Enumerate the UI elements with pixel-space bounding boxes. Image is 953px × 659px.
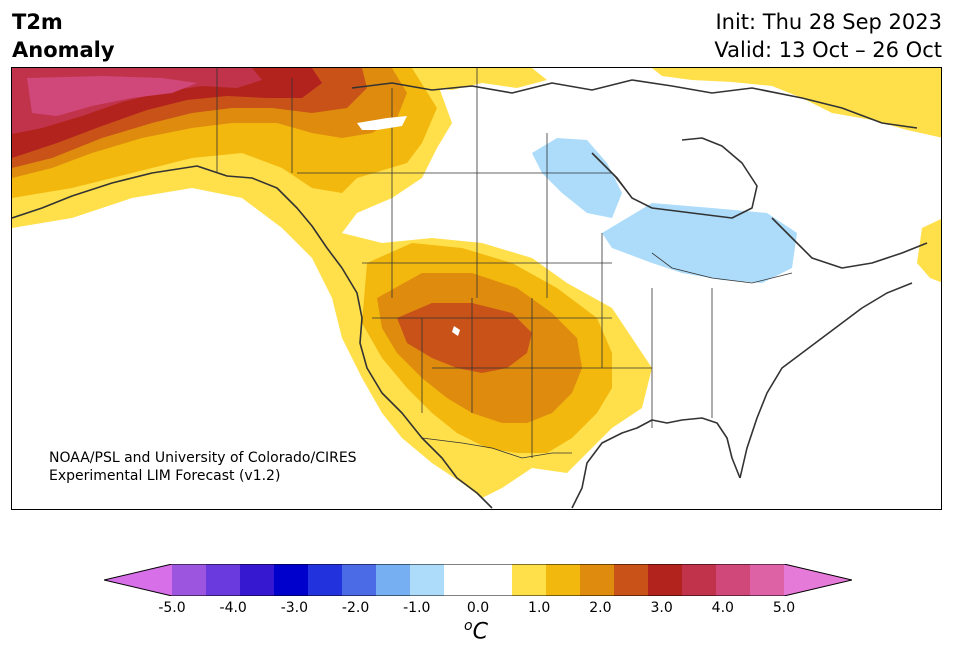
colorbar-unit: oC: [464, 618, 488, 644]
colorbar-segment: [716, 564, 751, 596]
colorbar-segment: [648, 564, 683, 596]
coast-labrador: [771, 217, 928, 269]
colorbar-tick-label: -3.0: [280, 600, 309, 616]
colorbar-under-triangle: [104, 564, 172, 596]
border-state-lines-1: [391, 173, 603, 368]
colorbar-over-triangle: [784, 564, 852, 596]
valid-date: Valid: 13 Oct – 26 Oct: [714, 38, 942, 62]
colorbar-segment: [308, 564, 343, 596]
anomaly-region-light-blue-1: [532, 138, 622, 218]
great-slave-lake: [357, 116, 407, 130]
colorbar-tick-label: 5.0: [772, 600, 796, 616]
colorbar-segment: [614, 564, 649, 596]
colorbar-segment: [546, 564, 581, 596]
colorbar-tick-label: -4.0: [219, 600, 247, 616]
credit-line-2: Experimental LIM Forecast (v1.2): [49, 468, 281, 484]
colorbar-segment: [172, 564, 207, 596]
colorbar-tick-label: 3.0: [650, 600, 673, 616]
coast-east: [739, 282, 913, 479]
anomaly-region-yellow-east: [917, 218, 941, 283]
coast-alaska: [12, 165, 343, 269]
anomaly-map-svg: [12, 68, 941, 509]
colorbar-segment: [750, 564, 785, 596]
coast-gulf: [571, 417, 741, 509]
colorbar-segment: [580, 564, 615, 596]
colorbar-tick-label: 4.0: [711, 600, 734, 616]
colorbar-segment: [444, 564, 479, 596]
credit-line-1: NOAA/PSL and University of Colorado/CIRE…: [49, 450, 357, 466]
anomaly-region-pink: [27, 76, 197, 116]
title-line-1: T2m: [12, 10, 63, 34]
anomaly-region-yellow-north-2: [652, 68, 941, 138]
unit-letter: C: [472, 619, 488, 645]
colorbar-segment: [342, 564, 377, 596]
colorbar-segment: [240, 564, 275, 596]
colorbar-tick-label: 0.0: [466, 600, 490, 616]
colorbar-segment: [512, 564, 547, 596]
political-borders: [216, 68, 793, 459]
unit-superscript: o: [464, 618, 473, 634]
colorbar-segment: [274, 564, 309, 596]
colorbar-segment: [682, 564, 717, 596]
colorbar-segment: [410, 564, 445, 596]
border-us-mexico: [421, 437, 572, 459]
anomaly-map: [11, 67, 942, 510]
colorbar-tick-label: 1.0: [528, 600, 551, 616]
title-line-2: Anomaly: [12, 38, 115, 62]
credit-text: NOAA/PSL and University of Colorado/CIRE…: [49, 449, 357, 485]
coast-arctic: [351, 79, 918, 129]
init-date: Init: Thu 28 Sep 2023: [715, 10, 942, 34]
great-salt-lake: [452, 326, 460, 336]
colorbar-tick-label: -2.0: [341, 600, 370, 616]
colorbar-tick-label: -5.0: [158, 600, 186, 616]
coast-west: [341, 267, 493, 509]
colorbar-segment: [478, 564, 513, 596]
colorbar: [104, 564, 852, 596]
colorbar-tick-label: -1.0: [403, 600, 431, 616]
border-canada-provinces: [291, 68, 548, 173]
anomaly-region-light-blue-2: [602, 203, 797, 283]
border-us-canada: [297, 172, 793, 284]
colorbar-tick-label: 2.0: [589, 600, 612, 616]
forecast-dates: Init: Thu 28 Sep 2023 Valid: 13 Oct – 26…: [714, 8, 942, 64]
map-title: T2m Anomaly: [12, 8, 115, 64]
colorbar-segment: [206, 564, 241, 596]
border-state-lines-2: [362, 262, 652, 369]
border-state-lines-3: [421, 288, 713, 458]
colorbar-segment: [376, 564, 411, 596]
